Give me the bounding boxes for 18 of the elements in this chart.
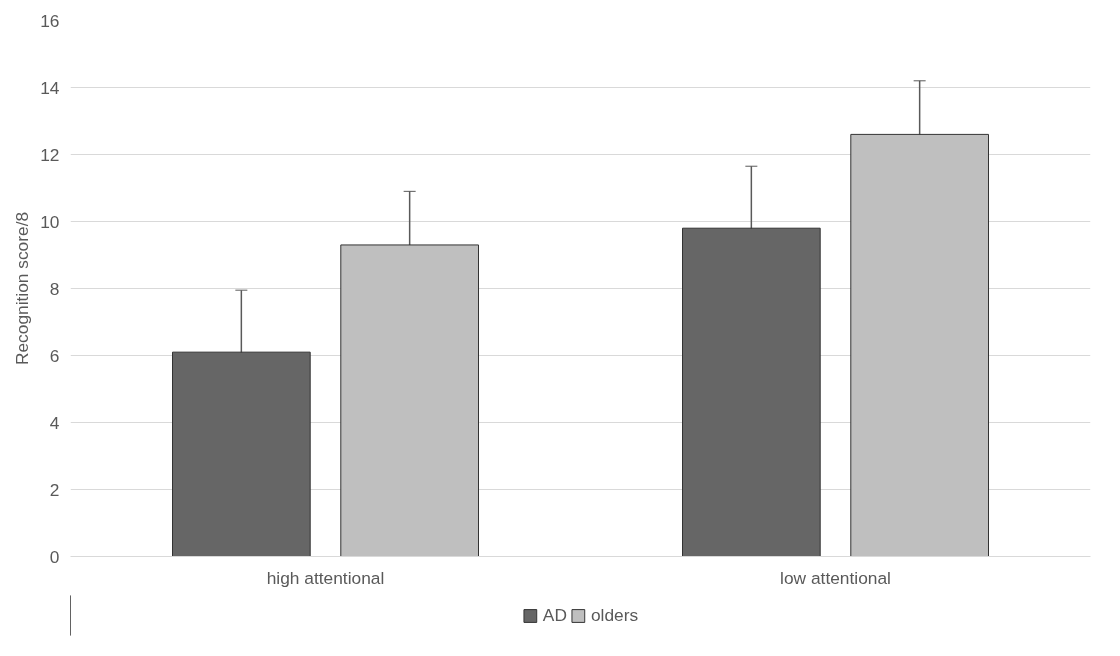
bar	[682, 227, 821, 557]
bar	[340, 244, 479, 557]
y-tick-label: 2	[49, 479, 60, 500]
y-tick-label: 8	[49, 278, 60, 299]
legend-label: olders	[590, 604, 639, 626]
y-tick-label: 10	[40, 211, 60, 232]
y-tick-label: 16	[40, 10, 60, 31]
bar	[850, 133, 989, 557]
y-tick-label: 12	[40, 144, 60, 165]
y-tick-label: 0	[49, 546, 60, 567]
y-tick-label: 6	[49, 345, 60, 366]
x-tick-label: high attentional	[266, 567, 385, 588]
x-tick-label: low attentional	[780, 567, 891, 588]
y-tick-label: 14	[40, 77, 60, 98]
y-tick-label: 4	[49, 412, 60, 433]
y-axis-title: Recognition score/8	[12, 211, 33, 366]
legend-label: AD	[542, 604, 567, 626]
bar	[172, 351, 311, 557]
